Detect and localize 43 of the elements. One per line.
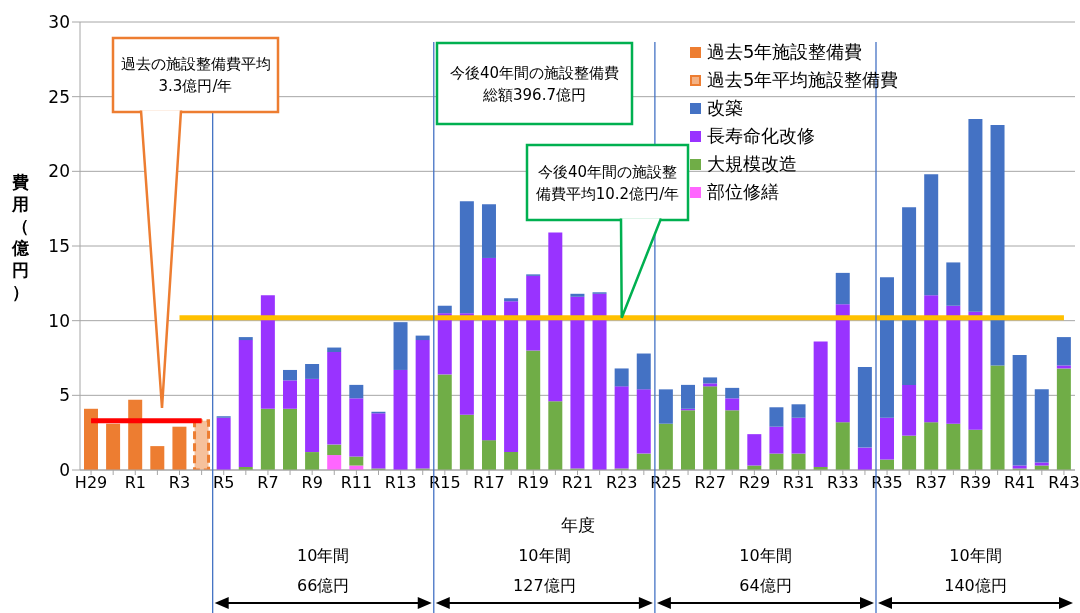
x-tick-label: R13 — [384, 473, 417, 493]
y-tick-label: 5 — [59, 385, 70, 406]
x-tick-label: R23 — [605, 473, 638, 493]
y-axis-title: 費用（億円） — [10, 172, 30, 302]
x-tick-label: R35 — [871, 473, 903, 493]
x-tick-label: R43 — [1048, 473, 1080, 493]
text: 10年間 140億円 — [944, 546, 1007, 595]
legend-label: 大規模改造 — [707, 152, 797, 176]
x-tick-label: R7 — [257, 473, 279, 493]
text: 10年間 127億円 — [513, 546, 576, 595]
y-tick-label: 30 — [48, 12, 70, 33]
x-tick-label: R41 — [1003, 473, 1036, 493]
x-tick-label: R21 — [561, 473, 594, 493]
x-tick-label: R1 — [124, 473, 146, 493]
annotation: 過去の施設整備費平均3.3億円/年 — [119, 54, 272, 97]
x-tick-label: R11 — [340, 473, 373, 493]
x-tick-label: R3 — [168, 473, 191, 493]
x-tick-label: R29 — [738, 473, 771, 493]
annotation: 今後40年間の施設整備費総額396.7億円 — [448, 62, 621, 106]
legend-label: 改築 — [707, 96, 743, 120]
x-tick-label: R37 — [915, 473, 948, 493]
legend-label: 長寿命化改修 — [707, 124, 815, 148]
x-tick-label: H29 — [74, 473, 108, 493]
y-tick-label: 10 — [48, 310, 70, 331]
annotation: 今後40年間の施設整備費平均10.2億円/年 — [534, 161, 681, 205]
x-tick-label: R39 — [959, 473, 992, 493]
x-tick-label: R27 — [694, 473, 726, 493]
legend-label: 部位修繕 — [707, 180, 779, 204]
x-tick-label: R9 — [301, 473, 323, 493]
y-tick-label: 25 — [48, 86, 70, 107]
x-tick-label: R5 — [213, 473, 235, 493]
legend-label: 過去5年平均施設整備費 — [707, 68, 899, 92]
x-tick-label: R19 — [517, 473, 550, 493]
legend-label: 過去5年施設整備費 — [707, 40, 863, 64]
x-tick-label: R17 — [473, 473, 505, 493]
text: 10年間 64億円 — [739, 546, 792, 595]
text: 10年間 66億円 — [297, 546, 350, 595]
y-tick-label: 20 — [48, 161, 70, 182]
y-tick-label: 0 — [59, 460, 70, 481]
x-axis-title: 年度 — [560, 515, 595, 535]
x-tick-label: R31 — [782, 473, 815, 493]
x-tick-label: R33 — [827, 473, 859, 493]
y-tick-label: 15 — [48, 236, 70, 257]
